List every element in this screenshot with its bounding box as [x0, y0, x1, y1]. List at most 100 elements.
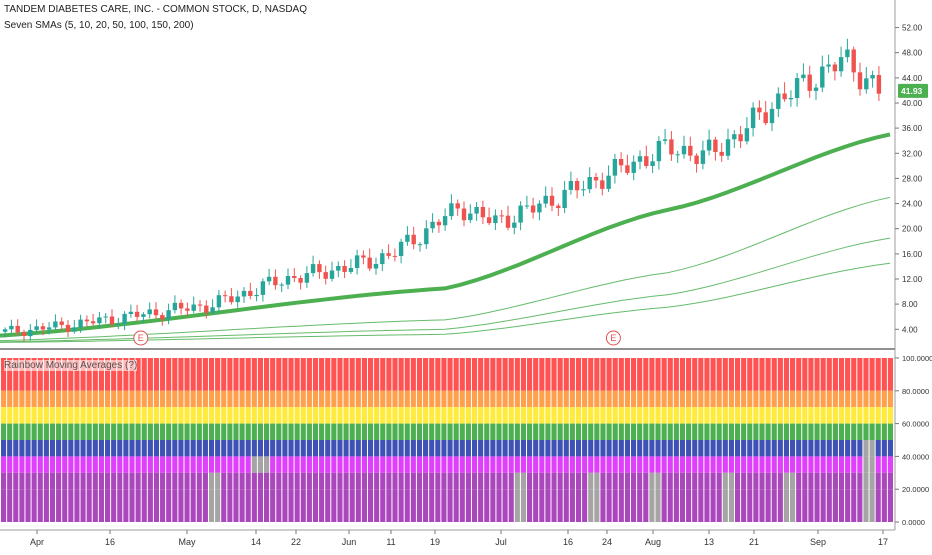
rainbow-bar: [845, 423, 851, 440]
rainbow-bar: [361, 472, 367, 490]
candle-body: [876, 75, 882, 94]
rainbow-bar: [630, 358, 637, 391]
rainbow-bar: [208, 407, 215, 424]
rainbow-bar: [545, 440, 551, 457]
rainbow-bar-base: [221, 489, 227, 522]
rainbow-bar: [734, 472, 741, 490]
rainbow-bar: [716, 472, 722, 490]
rainbow-bar-base: [838, 489, 845, 522]
rainbow-bar: [478, 390, 484, 408]
candle-body: [782, 93, 787, 100]
rainbow-bar: [832, 423, 838, 440]
rainbow-bar: [734, 423, 741, 440]
rainbow-bar: [471, 456, 478, 473]
rainbow-bar: [13, 456, 19, 473]
rainbow-bar: [533, 358, 539, 391]
rainbow-bar: [796, 456, 802, 473]
rainbow-bar: [429, 407, 435, 424]
rainbow-bar-base: [31, 489, 37, 522]
candle-body: [870, 75, 875, 79]
rainbow-bar: [215, 472, 221, 490]
rainbow-bar-base: [692, 489, 698, 522]
rainbow-bar: [257, 472, 264, 490]
candle-body: [122, 313, 127, 324]
candle-body: [134, 311, 140, 317]
rainbow-bar-base: [25, 489, 31, 522]
rainbow-bar: [31, 423, 37, 440]
rainbow-bar: [661, 472, 667, 490]
rainbow-bar: [135, 472, 141, 490]
rainbow-bar: [790, 390, 796, 408]
rainbow-bar: [594, 407, 600, 424]
earnings-marker[interactable]: [133, 330, 149, 346]
rainbow-bar: [441, 440, 447, 457]
rainbow-bar: [233, 472, 239, 490]
rainbow-bar-base: [98, 489, 104, 522]
rainbow-bar: [649, 440, 655, 457]
candle-body: [147, 309, 152, 315]
rainbow-bar: [655, 423, 661, 440]
earnings-marker[interactable]: [605, 330, 621, 346]
rainbow-bar: [343, 358, 349, 391]
rainbow-bar: [349, 390, 355, 408]
rainbow-bar: [881, 423, 887, 440]
price-tick-label: 20.00: [902, 225, 923, 234]
rainbow-bar: [196, 440, 202, 457]
candle-body: [486, 217, 492, 224]
candle-body: [411, 234, 416, 245]
candle-body: [706, 139, 712, 151]
rainbow-bar: [233, 407, 239, 424]
rainbow-bar: [869, 423, 875, 440]
rainbow-bar: [7, 390, 13, 408]
rainbow-bar: [221, 390, 227, 408]
rainbow-bar: [349, 407, 355, 424]
time-tick-label: 19: [430, 537, 440, 547]
rainbow-bar: [355, 407, 361, 424]
rainbow-bar: [600, 440, 606, 457]
rainbow-bar: [783, 407, 790, 424]
rainbow-bar: [520, 440, 527, 457]
rainbow-bar-base: [374, 489, 380, 522]
rainbow-bar: [19, 407, 25, 424]
rainbow-bar: [545, 390, 551, 408]
rainbow-bar: [741, 358, 747, 391]
rainbow-bar-base: [190, 489, 196, 522]
rainbow-bar: [429, 358, 435, 391]
rainbow-bar: [667, 390, 673, 408]
rainbow-bar: [288, 440, 294, 457]
rainbow-bar: [386, 456, 392, 473]
rainbow-bar-base: [887, 489, 893, 522]
rainbow-bar: [814, 358, 820, 391]
rainbow-bar: [820, 358, 826, 391]
rainbow-bar: [734, 358, 741, 391]
rainbow-bar: [264, 423, 270, 440]
rainbow-bar: [741, 390, 747, 408]
time-tick-label: Jun: [342, 537, 357, 547]
candle-body: [40, 326, 46, 330]
rainbow-bar: [502, 456, 508, 473]
rainbow-bar: [257, 440, 264, 457]
rainbow-bar: [104, 407, 111, 424]
rainbow-bar-base: [630, 489, 637, 522]
rainbow-bar: [606, 407, 612, 424]
rainbow-bar: [796, 390, 802, 408]
candle-body: [160, 315, 165, 320]
rainbow-bar-base: [747, 489, 753, 522]
rainbow-bar: [716, 423, 722, 440]
rainbow-bar: [92, 472, 98, 490]
rainbow-bar-base: [453, 489, 459, 522]
rainbow-bar: [514, 358, 520, 391]
rainbow-bar: [881, 472, 887, 490]
rainbow-bar: [857, 440, 863, 457]
rainbow-bar: [288, 407, 294, 424]
rainbow-bar: [306, 407, 312, 424]
rainbow-bar: [264, 440, 270, 457]
rainbow-bar: [747, 358, 753, 391]
rainbow-bar-base: [539, 489, 545, 522]
rainbow-bar: [74, 423, 80, 440]
candle-body: [260, 281, 266, 295]
rainbow-bar-base: [202, 489, 208, 522]
rainbow-bar: [496, 456, 502, 473]
